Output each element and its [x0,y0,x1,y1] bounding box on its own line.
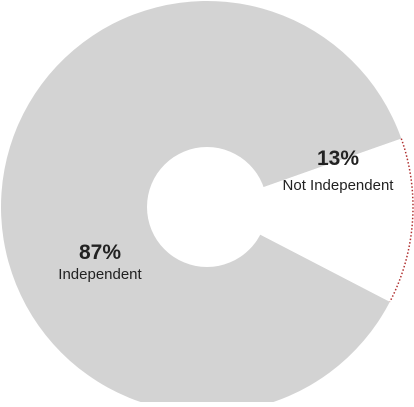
independent-category-label: Independent [58,266,142,283]
labels-group: 87% Independent 13% Not Independent [58,147,394,283]
not-independent-percent-label: 13% [317,147,359,170]
not-independent-category-label: Not Independent [283,177,395,194]
donut-hole [147,147,267,267]
slice-not-independent [207,138,413,302]
independent-percent-label: 87% [79,241,121,264]
slice-not-independent-edge [389,138,414,303]
